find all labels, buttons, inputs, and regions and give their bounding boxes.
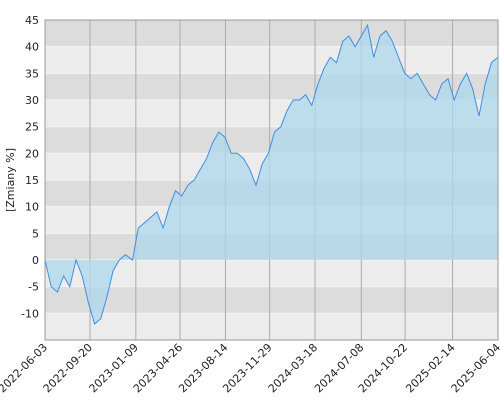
line xyxy=(44,23,499,325)
grid-band xyxy=(45,46,498,74)
y-tick-label: 25 xyxy=(25,121,39,134)
plot-frame xyxy=(44,19,499,341)
grid-band xyxy=(45,20,498,47)
y-tick-label: -5 xyxy=(28,281,39,294)
y-tick-label: 10 xyxy=(25,201,39,214)
y-tick-label: 35 xyxy=(25,67,39,80)
grid-band xyxy=(45,286,498,314)
y-tick-label: 20 xyxy=(25,147,39,160)
y-axis-label: [Zmiany %] xyxy=(4,148,17,212)
area xyxy=(45,25,498,325)
grid-band xyxy=(45,313,498,340)
y-tick-label: 15 xyxy=(25,174,39,187)
y-tick-label: 5 xyxy=(32,227,39,240)
y-tick-label: 0 xyxy=(32,254,39,267)
y-tick-label: -10 xyxy=(21,307,39,320)
y-tick-label: 40 xyxy=(25,41,39,54)
y-tick-label: 30 xyxy=(25,94,39,107)
grid-band xyxy=(45,260,498,287)
y-tick-label: 45 xyxy=(25,14,39,27)
